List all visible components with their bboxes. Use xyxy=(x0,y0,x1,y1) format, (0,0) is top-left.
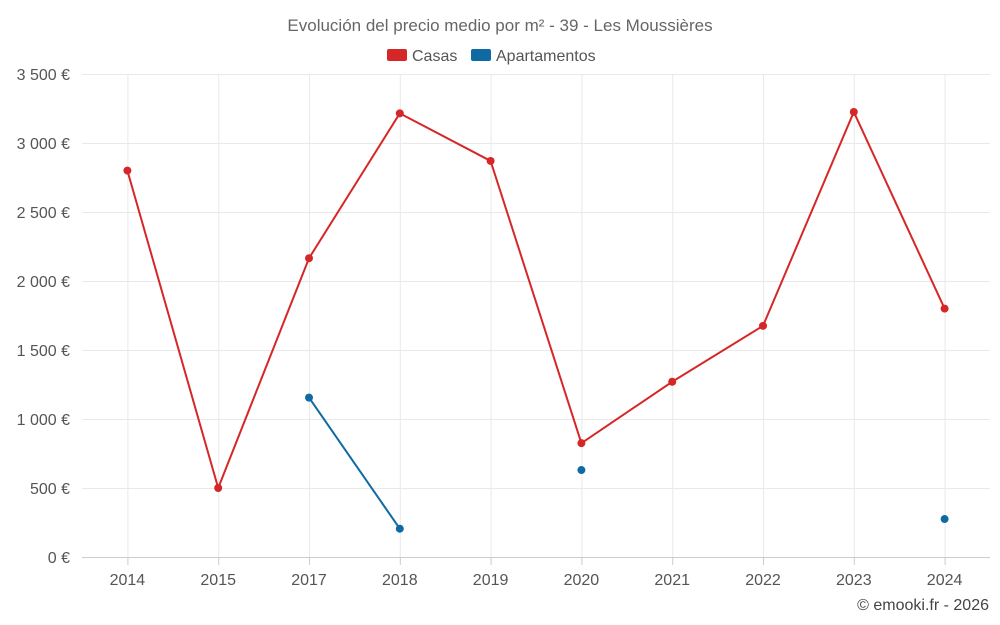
data-point-casas[interactable] xyxy=(395,109,404,118)
x-tick-label: 2015 xyxy=(200,572,236,589)
data-point-casas[interactable] xyxy=(486,156,495,165)
data-point-apartamentos[interactable] xyxy=(577,466,586,475)
y-axis-ticks: 0 € 500 € 1 000 € 1 500 € 2 000 € 2 500 € 3 00… xyxy=(17,67,70,567)
gridlines xyxy=(82,74,990,557)
y-tick-label: 3 000 € xyxy=(17,136,70,153)
x-tick-label: 2022 xyxy=(745,572,781,589)
data-point-casas[interactable] xyxy=(940,304,949,313)
x-axis-ticks: 2014 2015 2017 2018 2019 2020 2021 2022 2023 2024 xyxy=(110,557,963,589)
x-tick-label: 2018 xyxy=(382,572,418,589)
data-point-apartamentos[interactable] xyxy=(395,524,404,533)
x-tick-label: 2019 xyxy=(473,572,509,589)
data-point-casas[interactable] xyxy=(759,321,767,330)
x-tick-label: 2014 xyxy=(110,572,146,589)
legend-item-casas[interactable]: Casas xyxy=(387,48,457,65)
x-tick-label: 2024 xyxy=(927,572,963,589)
series-line-casas xyxy=(126,110,946,489)
data-point-apartamentos[interactable] xyxy=(940,515,949,524)
y-tick-label: 3 500 € xyxy=(17,67,70,84)
data-point-casas[interactable] xyxy=(577,439,586,448)
x-tick-label: 2023 xyxy=(836,572,872,589)
x-tick-label: 2017 xyxy=(291,572,327,589)
series-layer xyxy=(123,107,949,533)
y-tick-label: 0 € xyxy=(48,550,70,567)
legend-swatch-apartamentos xyxy=(471,49,491,61)
x-tick-label: 2021 xyxy=(654,572,690,589)
y-tick-label: 2 500 € xyxy=(17,205,70,222)
data-point-casas[interactable] xyxy=(305,254,313,263)
y-tick-label: 1 500 € xyxy=(17,343,70,360)
y-tick-label: 1 000 € xyxy=(17,412,70,429)
x-tick-label: 2020 xyxy=(564,572,600,589)
series-line-apartamentos xyxy=(308,397,401,530)
y-tick-label: 2 000 € xyxy=(17,274,70,291)
data-point-casas[interactable] xyxy=(214,484,223,492)
data-point-apartamentos[interactable] xyxy=(305,393,313,402)
legend-label-apartamentos: Apartamentos xyxy=(496,48,596,65)
legend-label-casas: Casas xyxy=(412,48,457,65)
data-point-casas[interactable] xyxy=(668,377,677,386)
data-point-casas[interactable] xyxy=(849,107,858,116)
chart-title: Evolución del precio medio por m² - 39 -… xyxy=(287,16,712,35)
y-tick-label: 500 € xyxy=(30,481,70,498)
legend: Casas Apartamentos xyxy=(387,48,596,65)
credit-text: © emooki.fr - 2026 xyxy=(857,597,989,614)
legend-swatch-casas xyxy=(387,49,407,61)
data-point-casas[interactable] xyxy=(123,166,132,175)
legend-item-apartamentos[interactable]: Apartamentos xyxy=(471,48,596,65)
